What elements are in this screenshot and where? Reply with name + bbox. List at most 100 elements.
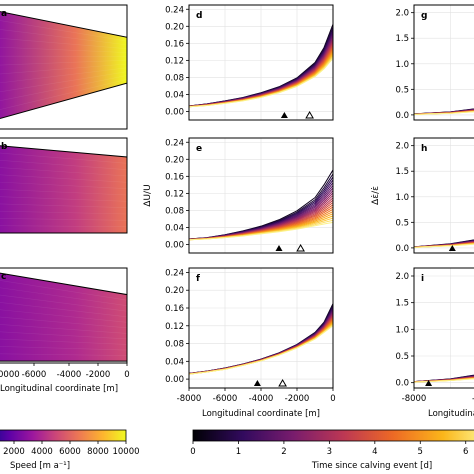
- colorbar-tick-label: 2: [281, 447, 286, 457]
- line-panel-d: 0.24 0.20 0.16 0.12 0.08 0.04 0.00 d: [165, 4, 334, 121]
- series-line: [188, 57, 334, 108]
- x-tick-label: -6000: [22, 370, 47, 380]
- series-line: [413, 375, 474, 383]
- speed-panel-b: b: [0, 137, 128, 234]
- series-line: [413, 110, 474, 115]
- flow-line: [0, 324, 128, 334]
- calving-marker-filled: [425, 380, 433, 386]
- flow-line: [0, 316, 128, 329]
- calving-marker-open: [278, 379, 287, 387]
- series-line: [413, 378, 474, 383]
- y-tick-label: 0.16: [165, 172, 184, 182]
- time-colorbar: 0 1 2 3 4 5 6 Time since calving event [d]: [190, 429, 474, 471]
- flow-line: [0, 160, 128, 170]
- colorbar-tick-label: 6: [463, 447, 468, 457]
- series-line: [413, 375, 474, 383]
- y-tick-label: 2.0: [395, 142, 409, 152]
- series-line: [413, 375, 474, 383]
- flow-line: [0, 75, 128, 102]
- colorbar-gradient: [0, 429, 127, 442]
- series-line: [413, 110, 474, 115]
- line-panel-i: 2.0 1.5 1.0 0.5 0.0 i -8000 -40000 Longitudinal …: [395, 267, 474, 419]
- flow-line: [0, 20, 128, 42]
- y-tick-label: 0.00: [165, 375, 184, 385]
- series-line: [413, 376, 474, 383]
- series-line: [413, 377, 474, 383]
- series-line: [413, 242, 474, 248]
- colorbar-label: Speed [m a⁻¹]: [10, 461, 70, 471]
- calving-marker-filled: [253, 380, 261, 386]
- flow-line: [0, 225, 128, 227]
- series-line: [413, 240, 474, 248]
- y-tick-label: 0.04: [165, 90, 184, 100]
- series-line: [413, 108, 474, 115]
- panel-label: h: [421, 144, 427, 154]
- y-tick-label: 0.12: [165, 56, 184, 66]
- axes-frame: [0, 4, 128, 130]
- series-line: [413, 374, 474, 383]
- flow-line: [0, 302, 128, 318]
- y-tick-label: 2.0: [395, 272, 409, 282]
- flow-line: [0, 196, 128, 202]
- series-line: [413, 109, 474, 115]
- series-line: [413, 109, 474, 115]
- y-tick-label: 0.16: [165, 304, 184, 314]
- y-tick-label: 0.04: [165, 357, 184, 367]
- axes-frame: [0, 137, 128, 234]
- flow-line: [0, 294, 128, 312]
- x-tick-label: -4000: [249, 394, 274, 404]
- colorbar-tick-label: 6000: [59, 447, 81, 457]
- series-line: [413, 110, 474, 115]
- flow-line: [0, 353, 128, 356]
- y-tick-label: 0.0: [395, 379, 409, 389]
- panel-label: i: [421, 274, 424, 284]
- series-line: [413, 241, 474, 248]
- panel-label: c: [1, 272, 6, 282]
- calving-marker-filled: [448, 245, 456, 251]
- panel-label: e: [196, 144, 202, 154]
- series-line: [413, 241, 474, 248]
- series-line: [413, 110, 474, 115]
- flow-line: [0, 280, 128, 301]
- series-line: [413, 243, 474, 248]
- colorbar-tick-label: 5: [418, 447, 423, 457]
- series-line: [188, 221, 334, 241]
- calving-marker-filled: [275, 245, 283, 251]
- colorbar-tick-label: 8000: [87, 447, 109, 457]
- axes-frame: [188, 4, 334, 121]
- series-line: [413, 109, 474, 115]
- calving-marker-filled: [280, 112, 288, 118]
- panel-label: b: [1, 142, 8, 152]
- series-line: [413, 374, 474, 383]
- speed-field-a: [0, 11, 127, 119]
- series-line: [413, 110, 474, 115]
- y-tick-label: 0.24: [165, 138, 184, 148]
- panel-label: a: [1, 9, 7, 19]
- calving-marker-open: [305, 111, 314, 119]
- y-tick-label: 0.08: [165, 340, 184, 350]
- flow-line: [0, 79, 128, 110]
- colorbar-tick-label: 3: [327, 447, 332, 457]
- flow-line: [0, 152, 128, 164]
- series-line: [413, 110, 474, 115]
- y-tick-label: 0.20: [165, 286, 184, 296]
- line-panel-e: 0.24 0.20 0.16 0.12 0.08 0.04 0.00 e ΔU/U: [143, 137, 334, 254]
- flow-line: [0, 210, 128, 215]
- line-panel-h: 2.0 1.5 1.0 0.5 0.0 h Δε̇/ε̇: [371, 137, 474, 254]
- line-panel-f: 0.24 0.20 0.16 0.12 0.08 0.04 0.00 f -8000 -6000 -…: [165, 267, 336, 419]
- y-tick-label: 0.5: [395, 85, 409, 95]
- flow-line: [0, 174, 128, 183]
- colorbar-tick-label: 10000: [112, 447, 139, 457]
- y-tick-label: 0.04: [165, 223, 184, 233]
- series-line: [413, 241, 474, 248]
- y-tick-label: 1.5: [395, 167, 409, 177]
- series-line: [413, 110, 474, 115]
- series-line: [413, 376, 474, 383]
- x-tick-label: -8000: [177, 394, 202, 404]
- series-line: [413, 377, 474, 383]
- series-line: [413, 108, 474, 115]
- x-axis-label: Longitudinal coordinate [m]: [202, 409, 320, 419]
- x-tick-label: -6000: [213, 394, 238, 404]
- calving-marker-open: [296, 244, 305, 252]
- flow-line: [0, 59, 128, 66]
